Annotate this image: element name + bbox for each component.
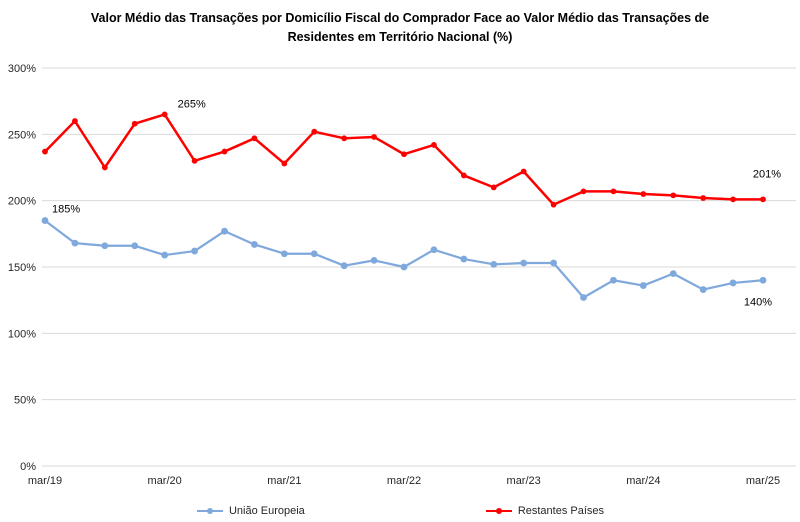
data-point-uniao-europeia [310,250,318,258]
legend-marker-icon [196,508,223,514]
x-axis-tick-label: mar/19 [28,475,62,487]
data-point-restantes-paises [251,135,258,142]
data-point-restantes-paises [281,160,288,167]
data-point-uniao-europeia [41,217,49,224]
x-axis-tick-label: mar/24 [626,475,660,487]
legend-item: União Europeia [196,505,305,517]
data-point-restantes-paises [72,118,78,124]
legend-label: União Europeia [228,505,305,517]
data-point-uniao-europeia [490,260,498,268]
data-point-restantes-paises [520,168,527,175]
data-label: 265% [178,98,206,110]
data-point-uniao-europeia [550,259,557,267]
data-point-uniao-europeia [131,242,139,250]
data-point-uniao-europeia [101,242,109,250]
legend-marker-icon [485,508,512,514]
data-point-restantes-paises [490,184,497,191]
chart-legend: União Europeia Restantes Países [0,505,800,517]
data-point-uniao-europeia [580,294,587,301]
x-axis-tick-label: mar/23 [507,475,541,487]
y-axis-tick-label: 0% [20,461,36,473]
data-point-uniao-europeia [669,270,677,278]
series-line-restantes-paises [43,113,765,206]
data-point-uniao-europeia [430,246,438,254]
data-point-uniao-europeia [191,247,198,255]
data-point-restantes-paises [191,157,198,164]
data-point-restantes-paises [550,201,557,208]
data-point-uniao-europeia [71,239,79,247]
data-point-uniao-europeia [759,276,767,284]
data-point-uniao-europeia [460,255,468,263]
x-axis-tick-label: mar/22 [387,475,421,487]
data-point-uniao-europeia [729,279,737,287]
y-axis-tick-label: 300% [8,63,36,75]
data-point-restantes-paises [42,148,48,155]
chart-title: Valor Médio das Transações por Domicílio… [90,11,710,45]
legend-label: Restantes Países [517,505,605,517]
data-point-restantes-paises [101,164,108,171]
data-point-restantes-paises [311,128,318,135]
data-point-restantes-paises [610,188,617,195]
data-point-uniao-europeia [161,251,169,259]
data-point-uniao-europeia [221,227,228,235]
data-point-restantes-paises [161,111,168,118]
data-label: 140% [744,296,772,308]
data-point-restantes-paises [670,192,677,199]
data-point-uniao-europeia [520,259,528,267]
data-point-restantes-paises [580,188,587,195]
data-point-restantes-paises [221,148,228,155]
data-point-restantes-paises [401,151,407,158]
data-point-restantes-paises [131,120,138,127]
data-point-restantes-paises [640,191,647,197]
series-line-uniao-europeia [43,219,765,299]
data-point-restantes-paises [760,196,766,203]
data-point-uniao-europeia [639,282,647,289]
data-point-uniao-europeia [400,263,408,271]
data-point-uniao-europeia [280,250,288,258]
data-point-uniao-europeia [370,256,378,264]
x-axis-tick-label: mar/25 [746,475,780,487]
data-point-restantes-paises [341,135,348,142]
data-point-restantes-paises [700,195,707,201]
data-point-restantes-paises [371,134,377,140]
y-axis-tick-label: 250% [8,129,36,141]
data-point-restantes-paises [730,196,736,203]
y-axis-tick-label: 200% [8,196,36,208]
data-label: 201% [753,168,781,180]
data-point-uniao-europeia [251,241,258,248]
y-axis-tick-label: 50% [14,395,36,407]
x-axis-tick-label: mar/20 [148,475,182,487]
y-axis-tick-label: 150% [8,262,36,274]
data-point-uniao-europeia [699,286,707,293]
data-point-uniao-europeia [340,262,348,270]
data-label: 185% [52,204,80,216]
data-point-restantes-paises [431,142,437,148]
data-point-uniao-europeia [610,276,617,284]
data-point-restantes-paises [460,172,467,179]
legend-item: Restantes Países [485,505,604,517]
x-axis-tick-label: mar/21 [267,475,301,487]
y-axis-tick-label: 100% [8,328,36,340]
